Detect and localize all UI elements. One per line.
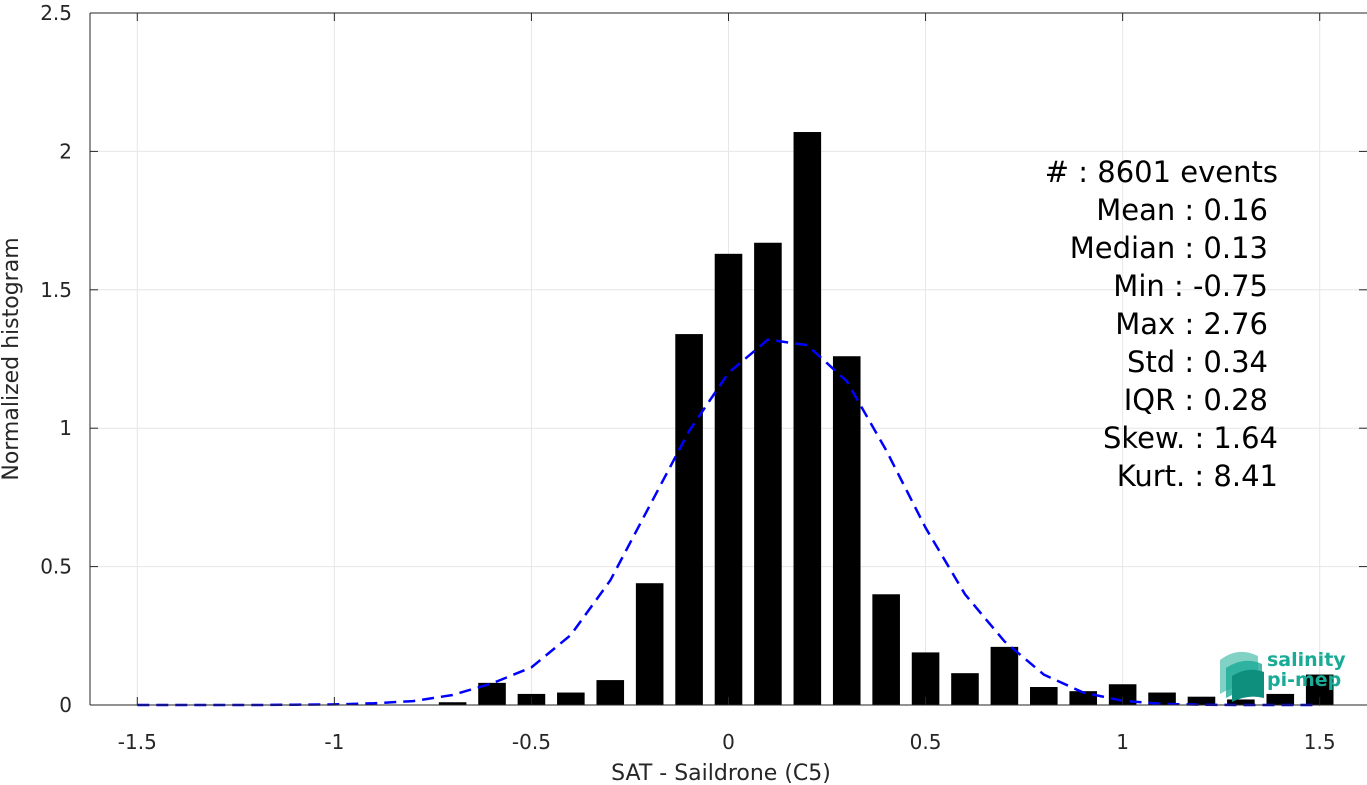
histogram-bar [596,680,625,705]
histogram-bar [478,682,506,705]
salinity-pimep-logo: salinity pi-mep [1220,649,1346,702]
stat-min: Min : -0.75 [1113,269,1268,303]
histogram-bar [911,652,940,705]
x-axis-title: SAT - Saildrone (C5) [611,761,831,785]
y-tick-label: 0 [59,693,72,717]
histogram-bar [675,334,703,705]
histogram-bar [1187,696,1216,705]
histogram-bar [635,583,664,705]
histogram-bar [754,242,782,705]
histogram-bar [1030,687,1058,705]
stat-std: Std : 0.34 [1127,345,1268,379]
y-tick-label: 0.5 [40,555,72,579]
stat-mean: Mean : 0.16 [1096,193,1268,227]
histogram-bar [832,356,861,705]
y-axis-title: Normalized histogram [0,237,24,480]
stat-kurt: Kurt. : 8.41 [1117,459,1278,493]
y-tick-label: 1.5 [40,278,72,302]
x-tick-label: -0.5 [512,730,551,754]
x-tick-label: 0.5 [910,730,942,754]
histogram-bar [872,594,900,705]
logo-line-pimep: pi-mep [1267,669,1341,691]
y-axis-ticks: 0 0.5 1 1.5 2 2.5 [40,1,1367,717]
logo-line-salinity: salinity [1267,649,1346,671]
x-tick-label: 1.5 [1304,730,1336,754]
x-tick-label: -1.5 [118,730,157,754]
stat-iqr: IQR : 0.28 [1124,383,1268,417]
histogram-bar [793,132,822,706]
histogram-bar [951,673,979,705]
stats-box: # : 8601 events Mean : 0.16 Median : 0.1… [1045,155,1278,493]
histogram-bar [1227,699,1255,705]
y-tick-label: 2 [59,139,72,163]
logo-wave-icon [1220,651,1264,702]
x-tick-label: -1 [324,730,344,754]
y-tick-label: 1 [59,416,72,440]
histogram-bar [557,692,585,705]
histogram-bar [714,253,743,706]
stat-count: # : 8601 events [1045,155,1278,189]
stat-max: Max : 2.76 [1115,307,1268,341]
x-axis-ticks: -1.5 -1 -0.5 0 0.5 1 1.5 [118,13,1336,754]
histogram-bar [1069,691,1098,705]
histogram-bar [1266,693,1295,705]
y-tick-label: 2.5 [40,1,72,25]
x-tick-label: 1 [1116,730,1129,754]
histogram-bar [990,646,1019,705]
histogram-bar [1148,692,1176,705]
stat-median: Median : 0.13 [1070,231,1268,265]
histogram-bar [438,702,467,705]
stat-skew: Skew. : 1.64 [1103,421,1278,455]
histogram-bars [438,132,1334,706]
x-tick-label: 0 [722,730,735,754]
